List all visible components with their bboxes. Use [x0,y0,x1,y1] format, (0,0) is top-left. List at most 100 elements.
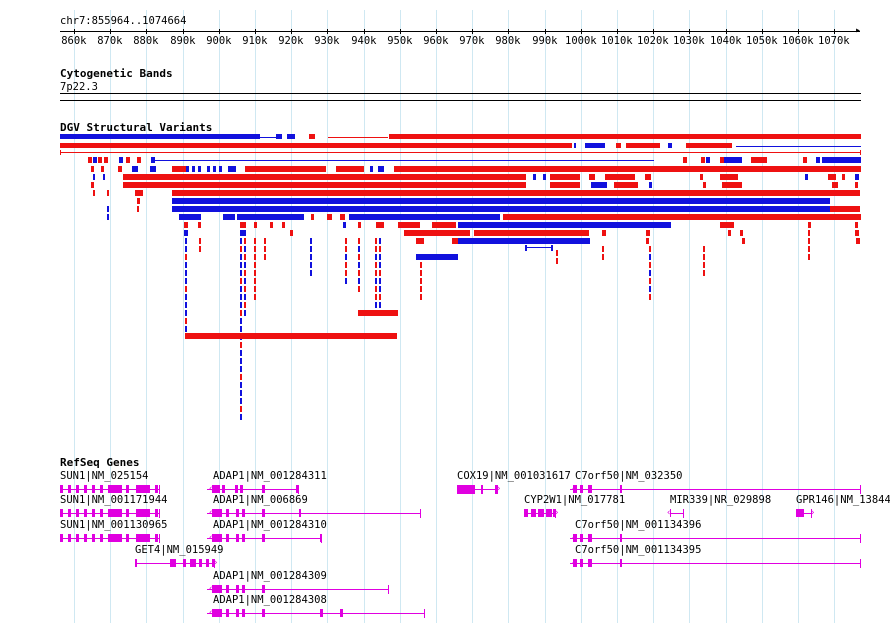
gene-end-tick[interactable] [555,509,556,518]
gene-exon[interactable] [212,609,222,617]
gain-variant[interactable] [646,230,650,236]
gain-variant[interactable] [720,222,734,228]
gain-variant[interactable] [184,222,188,228]
loss-variant[interactable] [379,262,381,268]
gain-variant[interactable] [556,258,558,264]
gain-variant[interactable] [254,238,256,244]
gene-exon[interactable] [126,534,129,542]
loss-variant[interactable] [151,160,654,161]
gain-variant[interactable] [60,143,572,148]
gain-variant[interactable] [311,214,314,220]
gain-variant[interactable] [198,222,201,228]
gene-intron-line[interactable] [207,513,421,514]
loss-variant[interactable] [458,238,590,244]
loss-variant[interactable] [240,262,242,268]
gene-exon[interactable] [212,559,215,567]
gain-variant[interactable] [375,286,377,292]
gain-variant[interactable] [649,294,651,300]
loss-variant[interactable] [358,278,360,284]
gene-exon[interactable] [242,534,245,542]
gene-exon[interactable] [68,534,71,542]
gain-variant[interactable] [602,246,604,252]
gain-variant[interactable] [185,318,187,324]
gain-variant[interactable] [420,278,422,284]
loss-variant[interactable] [310,262,312,268]
loss-variant[interactable] [107,206,109,212]
gene-exon[interactable] [92,485,95,493]
gene-label[interactable]: CYP2W1|NM_017781 [524,494,626,506]
gene-intron-line[interactable] [796,513,812,514]
gain-variant[interactable] [244,238,246,244]
gene-label[interactable]: ADAP1|NM_001284310 [213,519,327,531]
gain-variant[interactable] [199,238,201,244]
gain-variant[interactable] [375,246,377,252]
loss-variant[interactable] [172,198,830,204]
gain-variant[interactable] [703,270,705,276]
loss-variant[interactable] [185,278,187,284]
gene-exon[interactable] [240,485,243,493]
gain-variant[interactable] [254,286,256,292]
gain-variant[interactable] [91,182,94,188]
gene-exon[interactable] [236,585,239,593]
gene-exon[interactable] [262,585,265,593]
gain-variant[interactable] [376,222,384,228]
gene-exon[interactable] [580,485,583,493]
loss-variant[interactable] [240,326,242,332]
loss-variant[interactable] [150,166,156,172]
gain-variant[interactable] [860,150,861,155]
gain-variant[interactable] [172,166,186,172]
gain-variant[interactable] [550,174,580,180]
gain-variant[interactable] [282,222,285,228]
loss-variant[interactable] [816,157,820,163]
gain-variant[interactable] [808,238,810,244]
loss-variant[interactable] [525,247,553,248]
gene-label[interactable]: GET4|NM_015949 [135,544,224,556]
loss-variant[interactable] [240,286,242,292]
gain-variant[interactable] [309,134,315,139]
gain-variant[interactable] [474,230,589,236]
gain-variant[interactable] [264,238,266,244]
gene-exon[interactable] [588,534,592,542]
gain-variant[interactable] [276,166,326,172]
loss-variant[interactable] [240,414,242,420]
gene-exon[interactable] [553,509,556,517]
gene-exon[interactable] [199,559,202,567]
gene-exon[interactable] [136,485,150,493]
gain-variant[interactable] [703,262,705,268]
loss-variant[interactable] [543,174,546,180]
loss-variant[interactable] [345,254,347,260]
gain-variant[interactable] [93,190,95,196]
gain-variant[interactable] [856,238,860,244]
loss-variant[interactable] [198,166,201,172]
gene-end-tick[interactable] [388,585,389,594]
gene-exon[interactable] [226,609,229,617]
gene-exon[interactable] [242,509,245,517]
loss-variant[interactable] [240,350,242,356]
gain-variant[interactable] [199,246,201,252]
loss-variant[interactable] [343,222,346,228]
loss-variant[interactable] [240,238,242,244]
gain-variant[interactable] [855,222,858,228]
loss-variant[interactable] [240,358,242,364]
gain-variant[interactable] [375,238,377,244]
gain-variant[interactable] [172,190,860,196]
gain-variant[interactable] [185,254,187,260]
gene-label[interactable]: ADAP1|NM_001284308 [213,594,327,606]
gain-variant[interactable] [742,238,745,244]
gain-variant[interactable] [244,270,246,276]
gain-variant[interactable] [270,166,276,172]
gain-variant[interactable] [345,270,347,276]
loss-variant[interactable] [855,174,859,180]
loss-variant[interactable] [60,134,260,139]
gain-variant[interactable] [345,238,347,244]
gene-exon[interactable] [212,485,220,493]
gene-exon[interactable] [108,485,122,493]
loss-variant[interactable] [358,262,360,268]
gain-variant[interactable] [420,294,422,300]
gene-exon[interactable] [580,559,583,567]
gene-exon[interactable] [573,559,577,567]
loss-variant[interactable] [240,398,242,404]
loss-variant[interactable] [219,166,222,172]
loss-variant[interactable] [379,286,381,292]
gene-exon[interactable] [573,534,577,542]
